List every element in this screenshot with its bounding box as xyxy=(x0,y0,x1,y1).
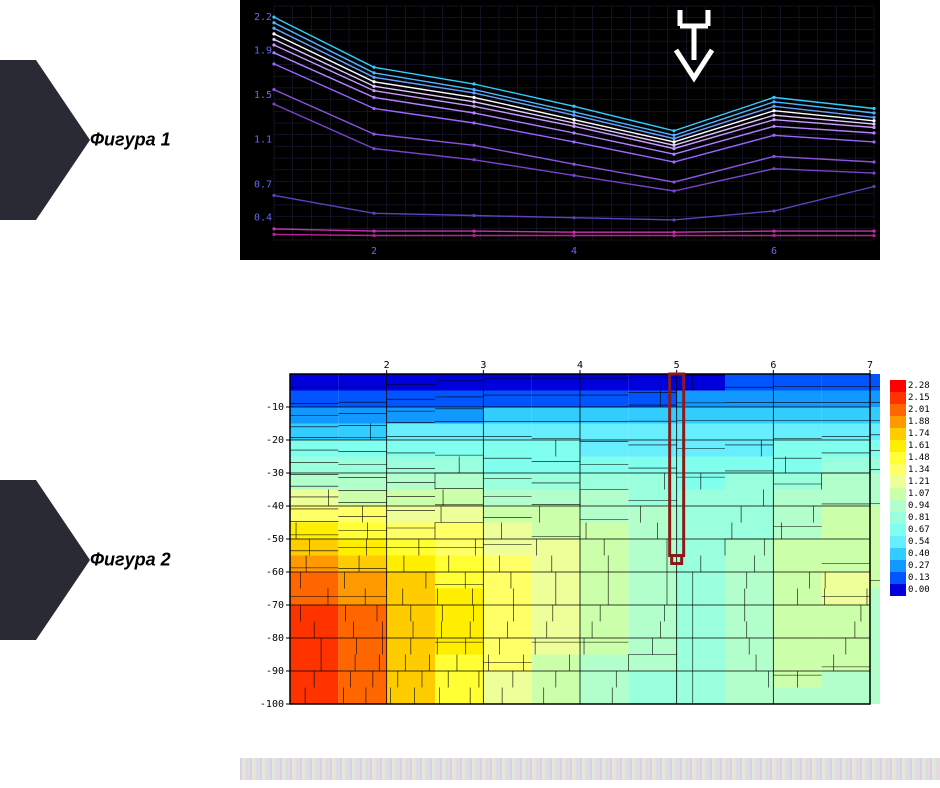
legend-row: 0.67 xyxy=(890,524,940,536)
legend-row: 0.40 xyxy=(890,548,940,560)
svg-text:-40: -40 xyxy=(266,501,284,512)
figure1-chart: 0.4 0.7 1.1 1.5 1.9 2.2 2 4 6 xyxy=(240,0,880,260)
noise-strip xyxy=(240,758,940,780)
figure1-label-block: Фигура 1 xyxy=(0,60,200,220)
svg-text:0.7: 0.7 xyxy=(254,179,272,190)
legend-row: 0.54 xyxy=(890,536,940,548)
legend-row: 1.21 xyxy=(890,476,940,488)
svg-text:-90: -90 xyxy=(266,666,284,677)
legend-row: 2.01 xyxy=(890,404,940,416)
pentagon-shape xyxy=(0,60,90,220)
svg-text:-100: -100 xyxy=(260,699,284,710)
svg-text:6: 6 xyxy=(771,246,777,257)
legend-row: 1.61 xyxy=(890,440,940,452)
legend-row: 0.13 xyxy=(890,572,940,584)
legend-row: 1.48 xyxy=(890,452,940,464)
svg-text:1.5: 1.5 xyxy=(254,90,272,101)
svg-text:5: 5 xyxy=(674,360,680,371)
svg-text:4: 4 xyxy=(577,360,583,371)
figure2-legend: 2.28 2.15 2.01 1.88 1.74 1.61 1.48 1.34 … xyxy=(890,380,940,596)
svg-text:1.9: 1.9 xyxy=(254,46,272,57)
svg-text:6: 6 xyxy=(770,360,776,371)
svg-text:2.2: 2.2 xyxy=(254,12,272,23)
svg-text:-10: -10 xyxy=(266,402,284,413)
legend-row: 0.94 xyxy=(890,500,940,512)
legend-row: 0.27 xyxy=(890,560,940,572)
svg-text:7: 7 xyxy=(867,360,873,371)
pentagon-shape xyxy=(0,480,90,640)
legend-row: 0.00 xyxy=(890,584,940,596)
svg-text:-80: -80 xyxy=(266,633,284,644)
svg-text:1.1: 1.1 xyxy=(254,135,272,146)
legend-row: 1.07 xyxy=(890,488,940,500)
legend-row: 1.88 xyxy=(890,416,940,428)
figure1-caption: Фигура 1 xyxy=(90,130,171,151)
figure2-chart: 2 3 4 5 6 7 -10 -20 -30 -40 -50 -60 -70 -80 -90 -100 2.… xyxy=(240,350,940,720)
svg-text:2: 2 xyxy=(371,246,377,257)
svg-text:-70: -70 xyxy=(266,600,284,611)
svg-text:4: 4 xyxy=(571,246,577,257)
svg-text:-50: -50 xyxy=(266,534,284,545)
svg-text:-30: -30 xyxy=(266,468,284,479)
svg-text:2: 2 xyxy=(384,360,390,371)
svg-text:-60: -60 xyxy=(266,567,284,578)
svg-text:3: 3 xyxy=(480,360,486,371)
figure2-caption: Фигура 2 xyxy=(90,550,171,571)
svg-text:-20: -20 xyxy=(266,435,284,446)
legend-row: 2.28 xyxy=(890,380,940,392)
legend-row: 0.81 xyxy=(890,512,940,524)
svg-text:0.4: 0.4 xyxy=(254,213,272,224)
legend-row: 2.15 xyxy=(890,392,940,404)
legend-row: 1.34 xyxy=(890,464,940,476)
legend-row: 1.74 xyxy=(890,428,940,440)
figure2-label-block: Фигура 2 xyxy=(0,480,200,640)
